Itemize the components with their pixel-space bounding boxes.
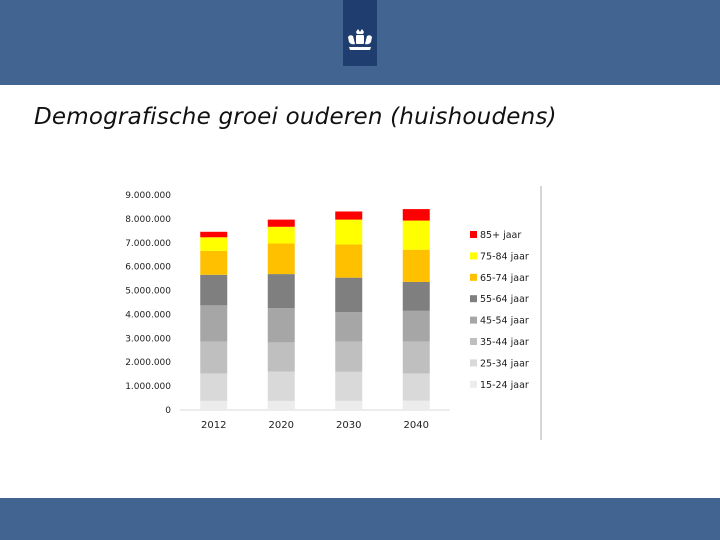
- bar-segment: [335, 371, 363, 401]
- bar-segment: [267, 308, 295, 343]
- y-tick-label: 2.000.000: [125, 358, 171, 368]
- bar-segment: [402, 249, 430, 282]
- chart-frame: 0 1.000.000 2.000.000 3.000.000 4.000.000 5.0…: [110, 183, 542, 440]
- x-tick-label: 2040: [404, 420, 429, 431]
- x-tick-label: 2030: [336, 420, 361, 431]
- y-tick-label: 9.000.000: [125, 191, 171, 201]
- legend-swatch: [470, 231, 477, 238]
- bar-segment: [335, 244, 363, 278]
- stacked-bar-chart: 0 1.000.000 2.000.000 3.000.000 4.000.000 5.0…: [125, 186, 542, 440]
- bar-segment: [267, 219, 295, 227]
- bar-segment: [402, 281, 430, 311]
- slide-title: Demografische groei ouderen (huishoudens…: [34, 104, 557, 130]
- legend-label: 45-54 jaar: [480, 316, 529, 327]
- legend-label: 65-74 jaar: [480, 273, 529, 284]
- bar-segment: [335, 211, 363, 220]
- bar-segment: [335, 400, 363, 410]
- bar-segment: [200, 237, 228, 251]
- bar-segment: [402, 400, 430, 410]
- bar-segment: [335, 219, 363, 245]
- legend-swatch: [470, 295, 477, 303]
- legend-swatch: [470, 380, 477, 388]
- legend-item: 85+ jaar: [470, 230, 521, 241]
- legend-label: 15-24 jaar: [480, 380, 529, 391]
- bar-segment: [200, 400, 228, 410]
- bar-segment: [200, 231, 228, 238]
- bar-segment: [335, 277, 363, 313]
- bar-segment: [200, 250, 228, 275]
- footer-band: [0, 498, 720, 540]
- bar-segment: [402, 220, 430, 250]
- bar-segment: [267, 371, 295, 401]
- x-tick-label: 2020: [269, 420, 294, 431]
- bar-segment: [200, 341, 228, 374]
- bar-segment: [267, 400, 295, 410]
- bar-segment: [200, 305, 228, 342]
- y-tick-label: 8.000.000: [125, 215, 171, 225]
- legend-item: 35-44 jaar: [470, 337, 529, 348]
- x-tick-label: 2012: [201, 420, 226, 431]
- bar-segment: [402, 341, 430, 374]
- y-tick-label: 3.000.000: [125, 334, 171, 344]
- legend-swatch: [470, 316, 477, 324]
- legend-item: 55-64 jaar: [470, 294, 529, 305]
- legend-item: 45-54 jaar: [470, 316, 529, 327]
- legend-item: 25-34 jaar: [470, 358, 529, 369]
- y-tick-label: 7.000.000: [125, 239, 171, 249]
- bar-segment: [200, 373, 228, 401]
- legend-swatch: [470, 338, 477, 345]
- y-tick-label: 4.000.000: [125, 310, 171, 320]
- y-tick-label: 1.000.000: [125, 382, 171, 392]
- legend-label: 55-64 jaar: [480, 294, 529, 305]
- legend-swatch: [470, 359, 477, 367]
- legend-label: 35-44 jaar: [480, 337, 529, 348]
- bar-segment: [335, 312, 363, 342]
- legend-swatch: [470, 252, 477, 260]
- legend-item: 65-74 jaar: [470, 273, 529, 284]
- bar-segment: [200, 274, 228, 306]
- logo-box: [343, 0, 377, 66]
- legend-label: 75-84 jaar: [480, 251, 529, 262]
- y-tick-label: 0: [165, 406, 171, 416]
- bar-segment: [402, 310, 430, 342]
- legend-item: 75-84 jaar: [470, 251, 529, 262]
- bar-segment: [267, 226, 295, 244]
- legend-item: 15-24 jaar: [470, 380, 529, 391]
- bar-segment: [335, 341, 363, 372]
- legend-label: 85+ jaar: [480, 230, 521, 241]
- legend-swatch: [470, 273, 477, 281]
- legend-label: 25-34 jaar: [480, 358, 529, 369]
- bar-segment: [267, 274, 295, 309]
- y-tick-label: 6.000.000: [125, 263, 171, 273]
- bar-segment: [402, 373, 430, 401]
- bar-segment: [402, 209, 430, 221]
- y-tick-label: 5.000.000: [125, 287, 171, 297]
- bar-segment: [267, 342, 295, 372]
- bar-segment: [267, 243, 295, 275]
- royal-coat-of-arms-icon: [348, 29, 372, 50]
